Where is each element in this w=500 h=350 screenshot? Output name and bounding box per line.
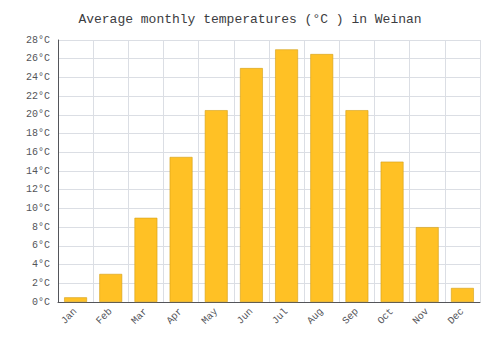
svg-text:Jun: Jun (235, 306, 255, 326)
svg-text:28°C: 28°C (26, 35, 50, 46)
svg-text:Apr: Apr (164, 306, 184, 326)
svg-text:Jul: Jul (270, 306, 290, 326)
svg-text:Jan: Jan (59, 306, 79, 326)
svg-text:Oct: Oct (375, 306, 395, 326)
svg-text:18°C: 18°C (26, 128, 50, 139)
svg-text:Feb: Feb (94, 306, 114, 326)
svg-text:0°C: 0°C (32, 297, 50, 308)
svg-text:16°C: 16°C (26, 147, 50, 158)
svg-text:26°C: 26°C (26, 53, 50, 64)
svg-text:Aug: Aug (305, 306, 325, 326)
svg-text:12°C: 12°C (26, 184, 50, 195)
svg-text:Nov: Nov (411, 306, 431, 326)
svg-text:May: May (200, 306, 220, 326)
svg-text:10°C: 10°C (26, 203, 50, 214)
svg-text:Average monthly temperatures (: Average monthly temperatures (°C ) in We… (78, 12, 421, 27)
svg-text:Mar: Mar (129, 306, 149, 326)
svg-text:20°C: 20°C (26, 109, 50, 120)
svg-text:22°C: 22°C (26, 91, 50, 102)
svg-text:24°C: 24°C (26, 72, 50, 83)
svg-text:2°C: 2°C (32, 278, 50, 289)
svg-text:4°C: 4°C (32, 259, 50, 270)
svg-text:8°C: 8°C (32, 222, 50, 233)
svg-text:Sep: Sep (340, 306, 360, 326)
svg-text:Dec: Dec (446, 306, 466, 326)
svg-text:14°C: 14°C (26, 166, 50, 177)
svg-text:6°C: 6°C (32, 240, 50, 251)
